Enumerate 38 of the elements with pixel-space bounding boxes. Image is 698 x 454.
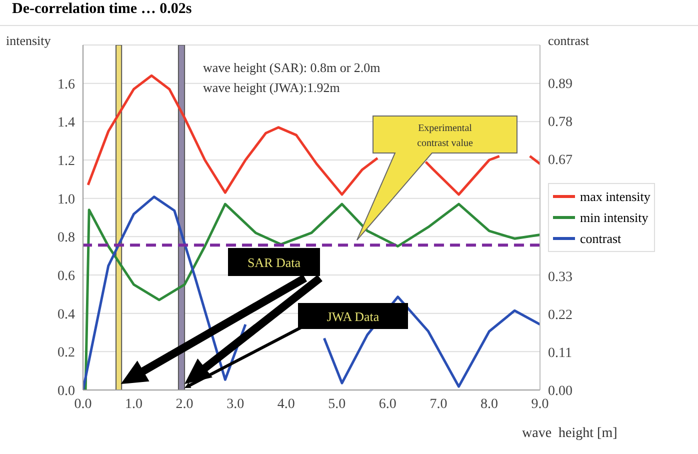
legend-label: contrast: [579, 230, 622, 248]
y2-tick-label: 0.22: [548, 308, 572, 324]
x-tick-label: 3.0: [226, 396, 244, 412]
y-tick-label: 0.2: [58, 346, 75, 361]
annotation: wave height (JWA):1.92m: [203, 80, 340, 95]
y-tick-label: 1.6: [58, 77, 75, 92]
annotation: wave height (SAR): 0.8m or 2.0m: [203, 60, 380, 75]
legend-label: max intensity: [579, 188, 650, 206]
annotation: Experimental contrast value: [417, 123, 474, 149]
y2-tick-label: 0.67: [548, 152, 572, 168]
x-tick-label: 8.0: [480, 396, 498, 412]
x-tick-label: 6.0: [378, 396, 396, 412]
y-tick-label: 0.8: [58, 230, 75, 246]
x-tick-label: 5.0: [328, 396, 346, 412]
y2-tick-label: 0.00: [548, 384, 572, 399]
annotation: SAR Data: [247, 255, 301, 270]
x-axis-title: wave height [m]: [522, 426, 618, 442]
y2-axis-title: contrast: [548, 33, 590, 49]
y-tick-label: 0.0: [58, 384, 75, 399]
y-tick-label: 1.4: [58, 116, 75, 131]
x-tick-label: 2.0: [176, 396, 194, 412]
y2-tick-label: 0.33: [548, 270, 572, 286]
y-tick-label: 0.4: [58, 307, 75, 322]
y-tick-label: 1.0: [58, 192, 75, 208]
y2-tick-label: 0.89: [548, 76, 572, 92]
annotation: JWA Data: [326, 309, 380, 324]
y-tick-label: 1.2: [58, 154, 75, 169]
legend-label: min intensity: [579, 209, 650, 227]
x-tick-label: 4.0: [277, 396, 295, 412]
chart-title: De-correlation time … 0.02s: [12, 1, 192, 18]
y-tick-label: 0.6: [58, 268, 75, 284]
x-tick-label: 1.0: [125, 396, 143, 412]
x-tick-label: 9.0: [531, 396, 549, 412]
x-tick-label: 7.0: [430, 396, 448, 412]
x-tick-label: 0.0: [74, 396, 92, 412]
y2-tick-label: 0.78: [548, 114, 572, 130]
y-axis-title: intensity: [6, 33, 51, 49]
y2-tick-label: 0.11: [548, 346, 572, 362]
